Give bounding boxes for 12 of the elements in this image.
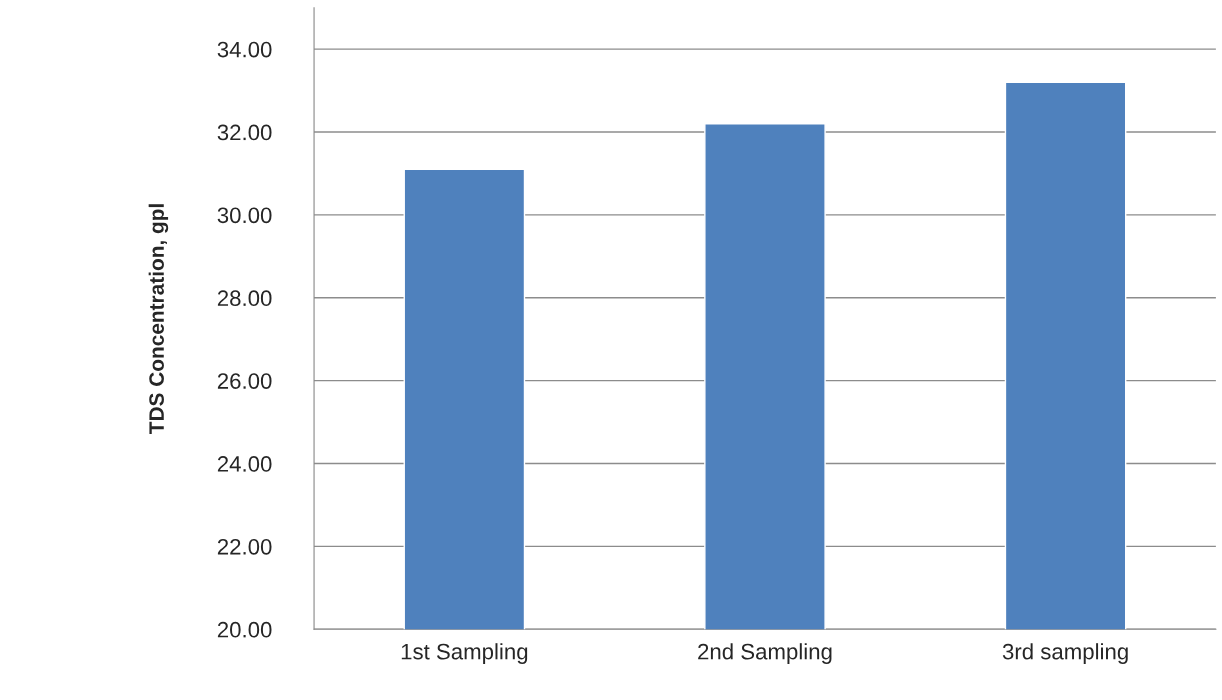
y-tick-label: 34.00	[217, 41, 272, 58]
y-tick-label: 32.00	[217, 124, 272, 141]
y-tick-label: 22.00	[217, 538, 272, 555]
y-tick-label: 28.00	[217, 290, 272, 307]
x-tick-label: 1st Sampling	[401, 643, 528, 664]
y-tick-label: 26.00	[217, 373, 272, 389]
y-tick-label: 24.00	[217, 456, 272, 472]
x-tick-label: 3rd sampling	[1002, 643, 1128, 664]
y-tick-label: 30.00	[217, 207, 272, 224]
x-tick-label: 2nd Sampling	[698, 643, 832, 664]
y-axis-title: TDS Concentration, gpl	[148, 204, 169, 434]
y-tick-label: 20.00	[217, 621, 272, 638]
